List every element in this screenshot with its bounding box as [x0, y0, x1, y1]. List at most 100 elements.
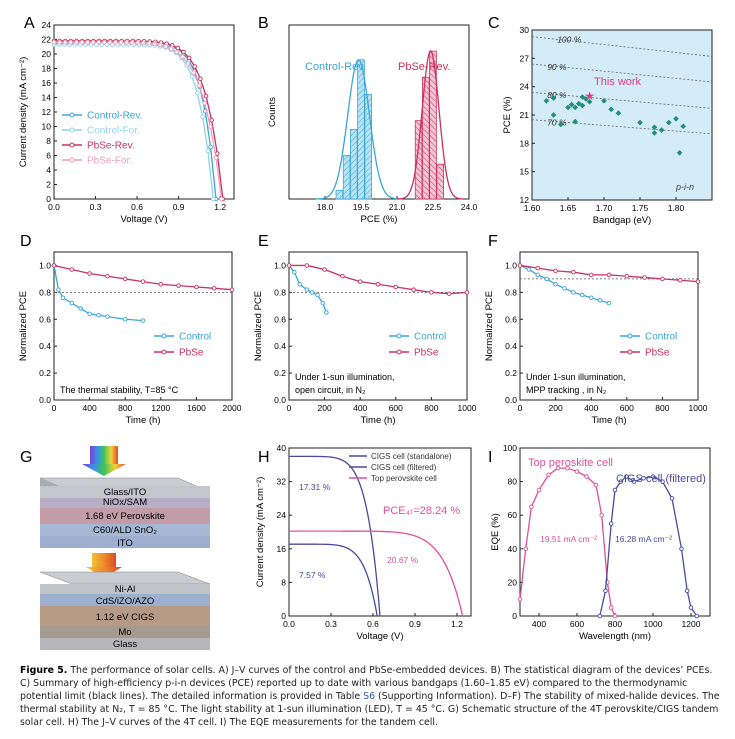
- layer-glass-ito: [40, 486, 210, 498]
- series-PbSe-For.-point: [68, 40, 74, 45]
- data-point: [651, 124, 658, 131]
- condition-note: MPP tracking , in N₂: [526, 385, 607, 395]
- y-tick-label: 10: [42, 122, 52, 132]
- series-CIGS cell (filtered)-point: [679, 546, 684, 552]
- y-tick-label: 8: [281, 577, 286, 587]
- series-Control-point: [606, 300, 612, 306]
- series-PbSe-point: [122, 276, 128, 282]
- y-tick-label: 6: [46, 151, 51, 161]
- y-axis-label: Normalized PCE: [18, 291, 29, 361]
- panel-letter-i: I: [488, 449, 492, 466]
- x-tick-label: 22.5: [425, 202, 442, 212]
- label-control: Control-Rev.: [305, 61, 366, 73]
- series-PbSe-point: [211, 286, 217, 291]
- series-Control-point: [56, 287, 61, 292]
- series-CIGS cell (filtered)-point: [684, 588, 690, 594]
- series-Top peroskite cell-point: [608, 605, 614, 610]
- series-CIGS cell (filtered)-point: [608, 521, 614, 526]
- y-tick-label: 18: [520, 138, 530, 148]
- chart-H: 0.0 0.3 0.6 0.9 1.2 0 8 16 24 32 40 Voltage (V) Curr…: [255, 443, 472, 642]
- series-PbSe-point: [411, 287, 416, 292]
- series-PbSe-For.-point: [113, 40, 118, 45]
- x-tick-label: 0.9: [173, 202, 185, 212]
- series-PbSe-Rev.-point: [203, 93, 209, 99]
- series-PbSe-For.-point: [157, 42, 163, 48]
- histogram-bar: [342, 155, 351, 200]
- x-tick-label: 19.5: [353, 202, 370, 212]
- panel-letter-a: A: [24, 15, 35, 32]
- chart-F: 0 200 400 600 800 1000 0.0 0.2 0.4 0.6 0.8 1.0 Time …: [484, 251, 708, 426]
- y-tick-label: 24: [520, 82, 530, 92]
- caption-table-link[interactable]: S6: [363, 691, 376, 702]
- series-CIGS cell (filtered)-point: [641, 475, 646, 481]
- data-point: [601, 98, 607, 104]
- y-axis-label: Current density (mA cm⁻²): [255, 477, 266, 588]
- legend-pbse-swatch-marker: [627, 349, 633, 355]
- series-PbSe-Rev.-point: [209, 117, 214, 123]
- series-Control-For.-line: [54, 43, 214, 200]
- this-work-star-icon: ★: [584, 89, 595, 103]
- plot-frame: [53, 251, 233, 401]
- figure-caption: Figure 5. The performance of solar cells…: [20, 664, 720, 729]
- series-CIGS cell (filtered)-point: [624, 474, 629, 479]
- series-Control-For.-point: [189, 74, 195, 79]
- series-Control-point: [140, 318, 146, 323]
- series-PbSe-For.-point: [135, 40, 141, 45]
- series-PbSe-line: [53, 264, 233, 291]
- legend-pbse: PbSe: [414, 348, 439, 359]
- label-cigs-cell: CIGS cell (filtered): [616, 473, 706, 485]
- series-Top peroskite cell-point: [612, 613, 618, 619]
- series-CIGS cell (filtered)-line: [289, 543, 378, 617]
- layer-label: Mo: [118, 627, 131, 638]
- chart-I: 400 600 800 1000 1200 0 20 40 60 80 100 Wavelength …: [490, 443, 711, 642]
- x-tick-label: 1600: [187, 403, 206, 413]
- series-PbSe-Rev.-point: [198, 76, 203, 81]
- chart-D: 0 400 800 1200 1600 2000 0.0 0.2 0.4 0.6 0.8 1.0 Tim…: [18, 251, 242, 426]
- label-pin: p-i-n: [675, 182, 694, 192]
- limit-label: 100 %: [557, 35, 582, 45]
- series-PbSe-For.-point: [96, 40, 101, 45]
- series-Control-point: [526, 267, 532, 272]
- histogram-bar: [364, 94, 372, 200]
- chart-E: 0 200 400 600 800 1000 0.0 0.2 0.4 0.6 0.8 1.0 Time …: [253, 251, 477, 426]
- x-axis-label: PCE (%): [361, 214, 398, 225]
- legend-label: Top perovskite cell: [371, 474, 437, 483]
- x-tick-label: 18.0: [317, 202, 334, 212]
- y-tick-label: 0.8: [274, 287, 286, 297]
- series-PbSe-For.-point: [169, 46, 174, 51]
- series-PbSe-point: [304, 263, 310, 268]
- x-tick-label: 200: [318, 403, 332, 413]
- x-tick-label: 600: [620, 403, 634, 413]
- y-tick-label: 24: [277, 510, 287, 520]
- series-CIGS cell (standalone)-line: [289, 455, 381, 617]
- x-tick-label: 1.2: [214, 202, 226, 212]
- y-tick-label: 20: [42, 49, 52, 59]
- y-tick-label: 0.0: [39, 395, 51, 405]
- legend-label: CIGS cell (filtered): [371, 463, 437, 472]
- series-PbSe-Rev.-point: [175, 45, 181, 51]
- legend-control: Control: [414, 332, 446, 343]
- data-point: [673, 115, 679, 122]
- y-tick-label: 20: [508, 577, 518, 587]
- data-point: [572, 104, 579, 111]
- series-Control-Rev.-point: [208, 144, 213, 150]
- series-Top perovskite cell-line: [289, 530, 464, 617]
- x-axis-label: Bandgap (eV): [593, 215, 652, 226]
- series-PbSe-Rev.-point: [181, 49, 186, 55]
- series-PbSe-point: [105, 273, 110, 279]
- y-tick-label: 60: [508, 510, 518, 520]
- layer-label: Glass: [113, 639, 138, 650]
- y-tick-label: 1.0: [39, 260, 51, 270]
- x-tick-label: 400: [83, 403, 97, 413]
- label-pbse: PbSe-Rev.: [398, 61, 450, 73]
- y-tick-label: 16: [42, 78, 52, 88]
- x-tick-label: 0: [52, 403, 57, 413]
- series-Control-point: [292, 269, 297, 275]
- series-Control-point: [297, 282, 302, 287]
- y-tick-label: 4: [46, 165, 51, 175]
- y-tick-label: 0: [281, 611, 286, 621]
- light-beam-bottom: [92, 553, 116, 567]
- series-PbSe-For.-point: [79, 40, 85, 45]
- y-tick-label: 40: [277, 443, 287, 453]
- x-tick-label: 800: [118, 403, 132, 413]
